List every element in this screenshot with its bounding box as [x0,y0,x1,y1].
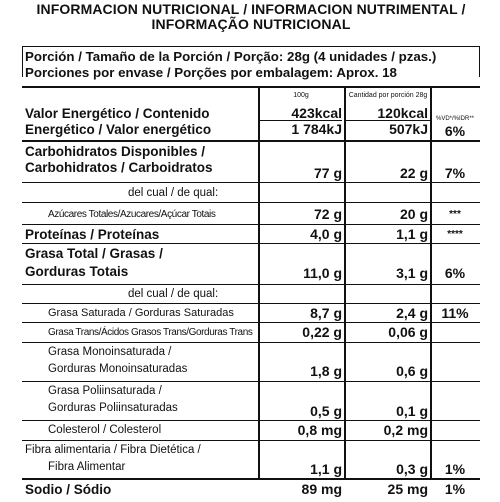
row-label-mono-2: Gorduras Monoinsaturadas [48,363,188,375]
row-divider [22,140,480,142]
cell-divider [260,120,342,121]
energy-kcal-100g: 423kcal [291,105,342,121]
cholesterol-100g: 0,8 mg [297,422,342,438]
nutrition-table [22,86,480,502]
fat-100g: 11,0 g [303,265,342,281]
row-divider [22,224,480,225]
energy-kj-100g: 1 784kJ [291,121,342,137]
nutrition-label: INFORMACION NUTRICIONAL / INFORMACION NU… [22,2,480,500]
column-header-serving: Cantidad por porción 28g [348,92,428,99]
carbs-100g: 77 g [313,165,342,181]
saturated-dv: 11% [441,305,469,321]
row-label-of-which: del cual / de qual: [128,288,219,300]
saturated-100g: 8,7 g [310,305,342,321]
energy-kcal-serving: 120kcal [377,105,428,121]
row-divider [22,342,480,343]
row-label-mono-1: Grasa Monoinsaturada / [48,346,172,358]
mono-100g: 1,8 g [310,363,342,379]
energy-kj-serving: 507kJ [389,121,428,137]
row-label-energy-1: Valor Energético / Contenido [25,106,210,121]
column-header-100g: 100g [293,92,309,99]
trans-serving: 0,06 g [388,324,428,340]
protein-dv: **** [447,229,463,240]
row-label-carbs-2: Carbohidratos / Carboidratos [25,160,213,175]
row-divider [22,303,480,304]
poly-100g: 0,5 g [310,403,342,419]
label-title-line2: INFORMAÇÃO NUTRICIONAL [151,16,351,32]
sodium-dv: 1% [444,481,466,497]
row-label-carbs-1: Carbohidratos Disponibles / [25,144,206,159]
row-label-sodium: Sodio / Sódio [25,482,112,497]
cell-divider [346,120,430,121]
carbs-dv: 7% [444,165,466,181]
fiber-100g: 1,1 g [310,461,342,477]
poly-serving: 0,1 g [396,403,428,419]
row-label-fiber-1: Fibra alimentaria / Fibra Dietética / [25,444,201,456]
row-label-trans: Grasa Trans/Ácidos Grasos Trans/Gorduras… [48,327,253,338]
row-divider [22,478,480,480]
row-label-fat-2: Gorduras Totais [25,264,129,279]
row-label-cholesterol: Colesterol / Colesterol [48,424,162,436]
sodium-100g: 89 mg [301,481,342,497]
column-divider [430,86,432,478]
row-label-poly-2: Gorduras Poliinsaturadas [48,402,178,414]
sodium-serving: 25 mg [387,481,428,497]
row-divider [22,322,480,323]
row-label-sugars: Azúcares Totales/Azucares/Açúcar Totais [48,209,216,220]
row-label-poly-1: Grasa Poliinsaturada / [48,385,162,397]
carbs-serving: 22 g [399,165,428,181]
serving-frame [22,46,480,77]
label-title-line1: INFORMACION NUTRICIONAL / INFORMACION NU… [36,1,466,17]
sugars-100g: 72 g [313,206,342,222]
row-divider [22,381,480,382]
column-divider [258,86,260,478]
protein-100g: 4,0 g [310,226,342,242]
servings-per-container: Porciones por envase / Porções por embal… [25,65,397,80]
fat-serving: 3,1 g [396,265,428,281]
row-divider [22,284,480,285]
row-label-fat-1: Grasa Total / Grasas / [25,246,163,261]
row-divider [22,202,480,203]
protein-serving: 1,1 g [396,226,428,242]
row-divider [22,440,480,441]
fat-dv: 6% [444,265,466,281]
energy-dv: 6% [444,123,466,139]
fiber-serving: 0,3 g [396,461,428,477]
column-divider [344,86,346,478]
sugars-dv: *** [449,209,461,220]
row-label-protein: Proteínas / Proteínas [25,227,160,242]
sugars-serving: 20 g [399,206,428,222]
row-divider [22,182,480,183]
fiber-dv: 1% [444,461,466,477]
row-divider [22,420,480,421]
row-label-saturated: Grasa Saturada / Gorduras Saturadas [48,307,234,319]
saturated-serving: 2,4 g [396,305,428,321]
row-label-energy-2: Energético / Valor energético [25,122,212,137]
row-label-of-which: del cual / de qual: [128,187,219,199]
mono-serving: 0,6 g [396,363,428,379]
trans-100g: 0,22 g [302,324,342,340]
cholesterol-serving: 0,2 mg [383,422,428,438]
serving-size: Porción / Tamaño de la Porción / Porção:… [25,49,437,64]
column-header-dv: %VD*/%IDR** [435,116,474,122]
row-divider [22,243,480,244]
row-label-fiber-2: Fibra Alimentar [48,461,126,473]
